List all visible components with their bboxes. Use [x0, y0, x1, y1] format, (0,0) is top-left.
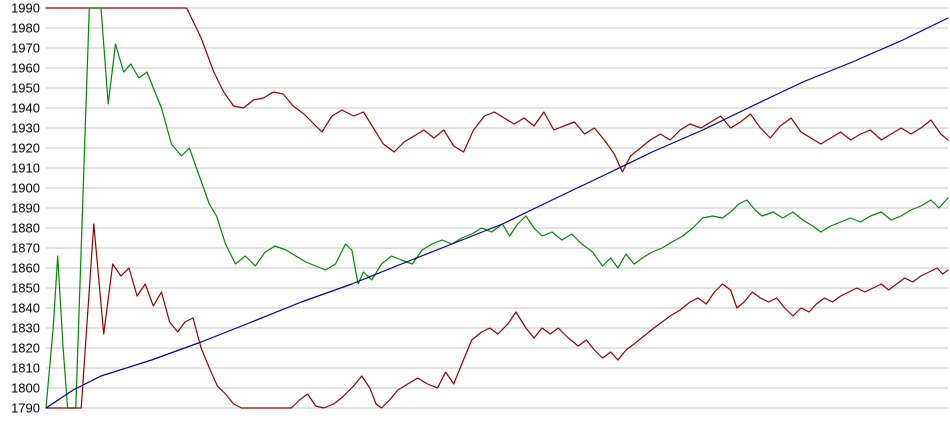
y-tick-label: 1870 — [11, 241, 40, 256]
y-tick-label: 1920 — [11, 141, 40, 156]
y-tick-label: 1960 — [11, 61, 40, 76]
y-tick-label: 1810 — [11, 361, 40, 376]
y-tick-label: 1850 — [11, 281, 40, 296]
y-tick-label: 1930 — [11, 121, 40, 136]
y-tick-label: 1860 — [11, 261, 40, 276]
y-axis-labels: 1990 1980 1970 1960 1950 1940 1930 1920 1910 1900… — [11, 1, 40, 416]
y-tick-label: 1950 — [11, 81, 40, 96]
y-tick-label: 1800 — [11, 381, 40, 396]
y-tick-label: 1820 — [11, 341, 40, 356]
red-lower-line — [45, 223, 949, 409]
y-tick-label: 1990 — [11, 1, 40, 16]
y-tick-label: 1880 — [11, 221, 40, 236]
gridlines-group — [46, 7, 948, 409]
blue-diagonal-line — [45, 17, 949, 409]
y-tick-label: 1830 — [11, 321, 40, 336]
red-upper-line — [45, 7, 949, 173]
y-tick-label: 1910 — [11, 161, 40, 176]
y-tick-label: 1900 — [11, 181, 40, 196]
y-tick-label: 1940 — [11, 101, 40, 116]
series-group — [45, 7, 949, 409]
y-tick-label: 1790 — [11, 401, 40, 416]
y-tick-label: 1840 — [11, 301, 40, 316]
y-tick-label: 1980 — [11, 21, 40, 36]
y-tick-label: 1970 — [11, 41, 40, 56]
y-tick-label: 1890 — [11, 201, 40, 216]
